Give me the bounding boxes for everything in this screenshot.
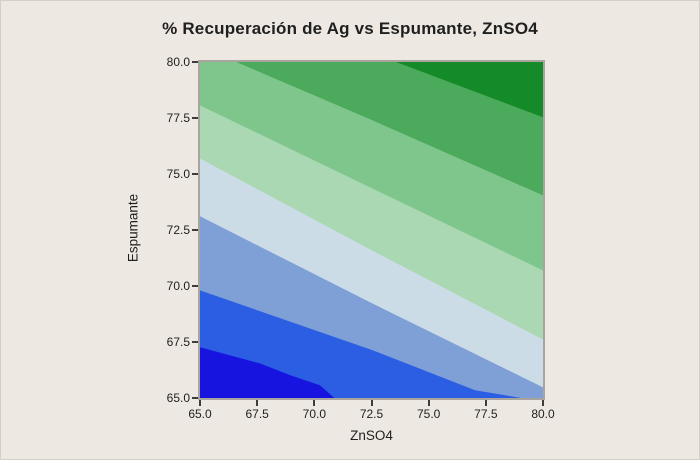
x-tick-label: 67.5 xyxy=(245,407,269,421)
y-tick-mark xyxy=(192,117,198,119)
x-tick-label: 75.0 xyxy=(416,407,441,421)
y-tick-label: 80.0 xyxy=(166,55,190,69)
y-tick-label: 77.5 xyxy=(166,111,190,125)
y-tick-mark xyxy=(192,341,198,343)
y-tick-label: 72.5 xyxy=(166,223,190,237)
chart-title: % Recuperación de Ag vs Espumante, ZnSO4 xyxy=(162,19,538,38)
x-tick-mark xyxy=(199,400,201,406)
y-tick-mark xyxy=(192,285,198,287)
x-tick-label: 72.5 xyxy=(359,407,384,421)
x-tick-label: 77.5 xyxy=(474,407,498,421)
contour-plot-canvas xyxy=(200,62,543,398)
x-tick-label: 70.0 xyxy=(302,407,326,421)
x-tick-mark xyxy=(370,400,373,406)
x-tick-label: 80.0 xyxy=(531,407,555,421)
plot-area xyxy=(198,60,545,400)
contour-band-8-highest xyxy=(396,62,543,118)
x-tick-mark xyxy=(542,400,544,406)
x-tick-mark xyxy=(256,400,259,406)
x-tick-mark xyxy=(427,400,430,406)
y-tick-label: 75.0 xyxy=(166,167,190,181)
y-tick-mark xyxy=(192,397,198,399)
y-tick-label: 70.0 xyxy=(166,279,190,293)
x-axis-title: ZnSO4 xyxy=(350,428,393,443)
y-tick-label: 65.0 xyxy=(166,391,190,405)
y-tick-mark xyxy=(192,61,198,63)
x-tick-label: 65.0 xyxy=(188,407,212,421)
x-tick-mark xyxy=(313,400,316,406)
y-tick-label: 67.5 xyxy=(166,335,190,349)
x-tick-mark xyxy=(484,400,487,406)
y-tick-mark xyxy=(192,173,198,175)
contour-band-7 xyxy=(236,62,543,196)
y-tick-mark xyxy=(192,229,198,231)
